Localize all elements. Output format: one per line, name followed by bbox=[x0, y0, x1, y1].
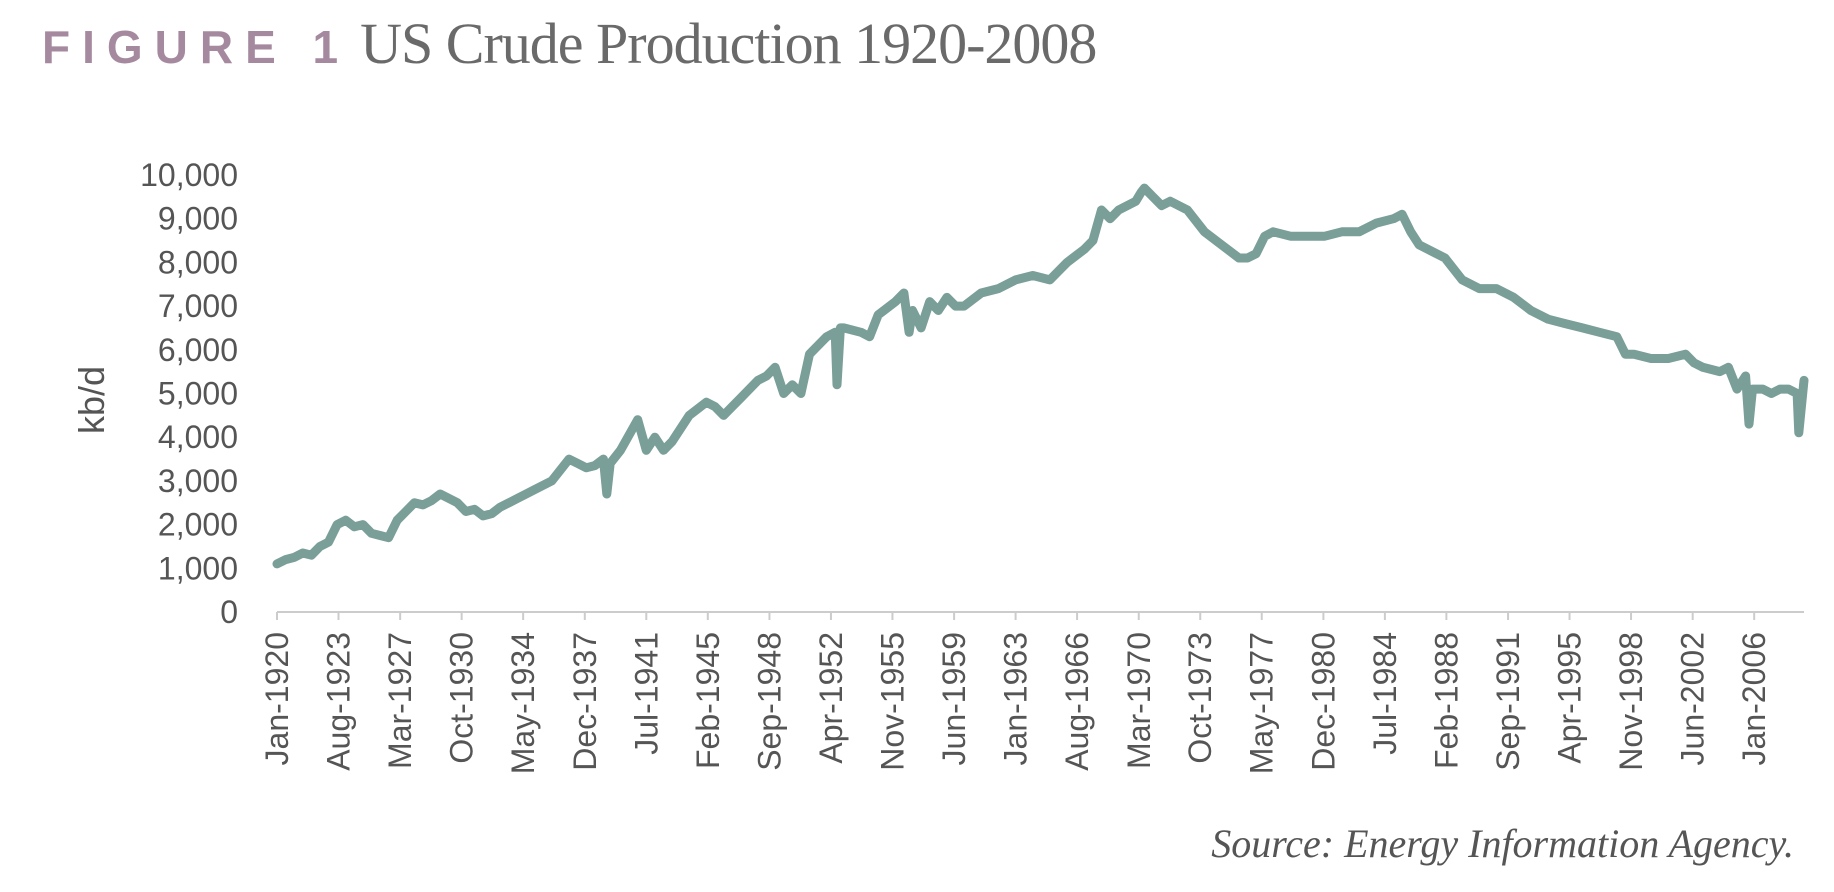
figure-header: FIGURE 1 US Crude Production 1920-2008 bbox=[42, 10, 1097, 77]
series-layer bbox=[272, 183, 1809, 569]
x-tick-label: Sep-1991 bbox=[1490, 632, 1526, 771]
x-tick-label: Jun-1959 bbox=[936, 632, 972, 765]
series-line bbox=[272, 183, 1809, 569]
x-tick-label: Apr-1952 bbox=[813, 632, 849, 764]
x-tick-label: Jul-1941 bbox=[628, 632, 664, 755]
x-tick-label: Nov-1998 bbox=[1613, 632, 1649, 771]
x-tick-label: Mar-1970 bbox=[1121, 632, 1157, 769]
x-tick-label: Jan-1963 bbox=[998, 632, 1034, 765]
x-tick-label: Feb-1945 bbox=[690, 632, 726, 769]
x-tick-label: Jun-2002 bbox=[1675, 632, 1711, 765]
x-tick-label: Jan-2006 bbox=[1736, 632, 1772, 765]
x-tick-label: Aug-1966 bbox=[1059, 632, 1095, 771]
x-tick-label: Apr-1995 bbox=[1552, 632, 1588, 764]
x-tick-label: Oct-1973 bbox=[1182, 632, 1218, 764]
y-tick-label: 7,000 bbox=[158, 288, 238, 324]
y-axis-title: kb/d bbox=[71, 366, 112, 434]
x-tick-label: Nov-1955 bbox=[874, 632, 910, 771]
x-axis-ticks: Jan-1920 Aug-1923 Mar-1927 Oct-1930 May-1934… bbox=[259, 612, 1772, 774]
y-tick-label: 4,000 bbox=[158, 419, 238, 455]
x-tick-label: Mar-1927 bbox=[382, 632, 418, 769]
figure-label: FIGURE 1 bbox=[42, 21, 351, 73]
x-tick-label: Oct-1930 bbox=[444, 632, 480, 764]
y-tick-label: 2,000 bbox=[158, 507, 238, 543]
y-axis-ticks: 0 1,000 2,000 3,000 4,000 5,000 6,000 7,000 8,00… bbox=[140, 157, 238, 630]
y-tick-label: 10,000 bbox=[140, 157, 238, 193]
y-tick-label: 3,000 bbox=[158, 463, 238, 499]
x-tick-label: Aug-1923 bbox=[320, 632, 356, 771]
x-tick-label: Sep-1948 bbox=[751, 632, 787, 771]
y-tick-label: 6,000 bbox=[158, 332, 238, 368]
x-tick-label: Jan-1920 bbox=[259, 632, 295, 765]
x-tick-label: May-1934 bbox=[505, 632, 541, 774]
x-tick-label: May-1977 bbox=[1244, 632, 1280, 774]
x-tick-label: Jul-1984 bbox=[1367, 632, 1403, 755]
x-tick-label: Feb-1988 bbox=[1428, 632, 1464, 769]
source-note: Source: Energy Information Agency. bbox=[1211, 821, 1794, 866]
x-tick-label: Dec-1937 bbox=[567, 632, 603, 771]
y-tick-label: 1,000 bbox=[158, 550, 238, 586]
chart-title: US Crude Production 1920-2008 bbox=[360, 11, 1097, 76]
y-tick-label: 5,000 bbox=[158, 376, 238, 412]
x-tick-label: Dec-1980 bbox=[1305, 632, 1341, 771]
y-tick-label: 8,000 bbox=[158, 244, 238, 280]
y-tick-label: 0 bbox=[220, 594, 238, 630]
y-tick-label: 9,000 bbox=[158, 201, 238, 237]
